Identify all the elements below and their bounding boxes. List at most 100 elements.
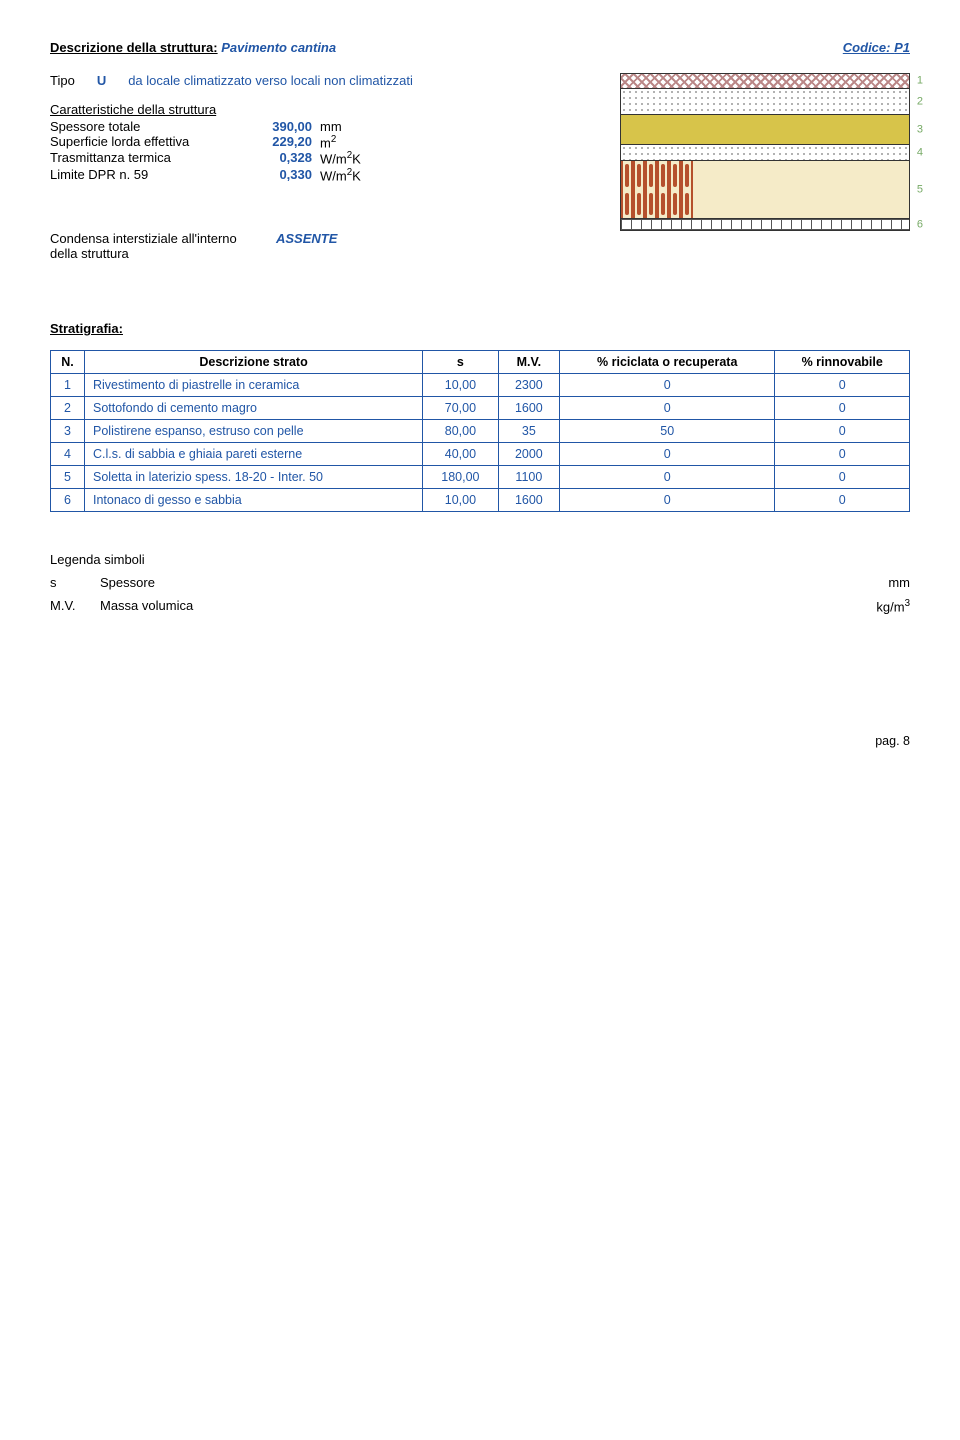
table-row: 3Polistirene espanso, estruso con pelle8… (51, 419, 910, 442)
cell-rin: 0 (775, 419, 910, 442)
kv-label: Superficie lorda effettiva (50, 134, 250, 150)
diagram-layer-3: 3 (621, 114, 909, 144)
right-column: 123456 (620, 73, 910, 261)
table-row: 6Intonaco di gesso e sabbia10,00160000 (51, 488, 910, 511)
diagram-layer-number: 4 (917, 147, 923, 158)
table-header-cell: % rinnovabile (775, 350, 910, 373)
diagram-layer-number: 2 (917, 96, 923, 107)
kv-value: 229,20 (250, 134, 320, 150)
cell-s: 180,00 (423, 465, 499, 488)
code-text: Codice: P1 (843, 40, 910, 55)
table-header-cell: Descrizione strato (85, 350, 423, 373)
cell-desc: Polistirene espanso, estruso con pelle (85, 419, 423, 442)
table-header-cell: s (423, 350, 499, 373)
kv-unit: m2 (320, 134, 336, 150)
cell-rin: 0 (775, 465, 910, 488)
kv-row: Spessore totale390,00mm (50, 119, 590, 134)
cell-n: 1 (51, 373, 85, 396)
kv-value: 0,330 (250, 167, 320, 183)
kv-label: Trasmittanza termica (50, 150, 250, 166)
table-row: 2Sottofondo di cemento magro70,00160000 (51, 396, 910, 419)
cell-mv: 2000 (498, 442, 559, 465)
code: Codice: P1 (843, 40, 910, 55)
cell-ric: 0 (560, 488, 775, 511)
diagram-layer-1: 1 (621, 74, 909, 88)
kv-unit: mm (320, 119, 342, 134)
cell-mv: 1600 (498, 488, 559, 511)
cell-s: 70,00 (423, 396, 499, 419)
kv-unit: W/m2K (320, 167, 361, 183)
diagram-layer-number: 3 (917, 124, 923, 135)
diagram-layer-5: 5 (621, 160, 909, 218)
legend-sym: M.V. (50, 598, 100, 614)
cell-desc: Rivestimento di piastrelle in ceramica (85, 373, 423, 396)
kv-row: Trasmittanza termica0,328W/m2K (50, 150, 590, 166)
kv-row: Limite DPR n. 590,330W/m2K (50, 167, 590, 183)
cell-rin: 0 (775, 396, 910, 419)
tipo-label: Tipo (50, 73, 75, 88)
legend-text: Massa volumica (100, 598, 876, 614)
diagram-layer-4: 4 (621, 144, 909, 160)
cell-desc: Intonaco di gesso e sabbia (85, 488, 423, 511)
kv-unit: W/m2K (320, 150, 361, 166)
legend-rows: sSpessoremm M.V.Massa volumicakg/m3 (50, 575, 910, 614)
title: Descrizione della struttura: Pavimento c… (50, 40, 336, 55)
cell-desc: Sottofondo di cemento magro (85, 396, 423, 419)
kv-label: Limite DPR n. 59 (50, 167, 250, 183)
legend-unit: kg/m3 (876, 598, 910, 614)
content: Tipo U da locale climatizzato verso loca… (50, 73, 910, 261)
legend-unit: mm (888, 575, 910, 590)
cell-ric: 50 (560, 419, 775, 442)
cell-ric: 0 (560, 396, 775, 419)
legend-row: sSpessoremm (50, 575, 910, 590)
legend-sym: s (50, 575, 100, 590)
kv-label: Spessore totale (50, 119, 250, 134)
cell-rin: 0 (775, 442, 910, 465)
cell-n: 5 (51, 465, 85, 488)
cell-ric: 0 (560, 442, 775, 465)
cell-mv: 35 (498, 419, 559, 442)
diagram-layer-number: 6 (917, 219, 923, 230)
legend-header: Legenda simboli (50, 552, 910, 567)
cell-desc: C.l.s. di sabbia e ghiaia pareti esterne (85, 442, 423, 465)
kv-value: 0,328 (250, 150, 320, 166)
title-label: Descrizione della struttura: (50, 40, 218, 55)
stratigrafia-header: Stratigrafia: (50, 321, 910, 336)
diagram-layer-2: 2 (621, 88, 909, 114)
cell-s: 80,00 (423, 419, 499, 442)
page-number: pag. 8 (50, 734, 910, 748)
condensa-text: Condensa interstiziale all'interno della… (50, 231, 240, 261)
diagram-layer-6: 6 (621, 218, 909, 230)
condensa-status: ASSENTE (276, 231, 337, 246)
cell-mv: 1600 (498, 396, 559, 419)
title-row: Descrizione della struttura: Pavimento c… (50, 40, 910, 55)
tipo-tag: U (97, 73, 106, 88)
cell-s: 10,00 (423, 488, 499, 511)
table-row: 4C.l.s. di sabbia e ghiaia pareti estern… (51, 442, 910, 465)
cell-n: 3 (51, 419, 85, 442)
tipo-desc: da locale climatizzato verso locali non … (128, 73, 413, 88)
table-row: 5Soletta in laterizio spess. 18-20 - Int… (51, 465, 910, 488)
diagram-layer-number: 1 (917, 76, 923, 87)
cell-n: 2 (51, 396, 85, 419)
caratt-header: Caratteristiche della struttura (50, 102, 590, 117)
condensa-block: Condensa interstiziale all'interno della… (50, 231, 590, 261)
left-column: Tipo U da locale climatizzato verso loca… (50, 73, 590, 261)
cell-s: 10,00 (423, 373, 499, 396)
cell-n: 6 (51, 488, 85, 511)
table-header-cell: M.V. (498, 350, 559, 373)
caratt-rows: Spessore totale390,00mmSuperficie lorda … (50, 119, 590, 183)
table-row: 1Rivestimento di piastrelle in ceramica1… (51, 373, 910, 396)
cell-mv: 2300 (498, 373, 559, 396)
title-value: Pavimento cantina (221, 40, 336, 55)
diagram-layer-number: 5 (917, 184, 923, 195)
kv-value: 390,00 (250, 119, 320, 134)
cell-rin: 0 (775, 373, 910, 396)
table-header-cell: % riciclata o recuperata (560, 350, 775, 373)
cell-ric: 0 (560, 373, 775, 396)
tipo-row: Tipo U da locale climatizzato verso loca… (50, 73, 590, 88)
table-head-row: N.Descrizione stratosM.V.% riciclata o r… (51, 350, 910, 373)
legend-row: M.V.Massa volumicakg/m3 (50, 598, 910, 614)
layer-diagram: 123456 (620, 73, 910, 231)
cell-ric: 0 (560, 465, 775, 488)
